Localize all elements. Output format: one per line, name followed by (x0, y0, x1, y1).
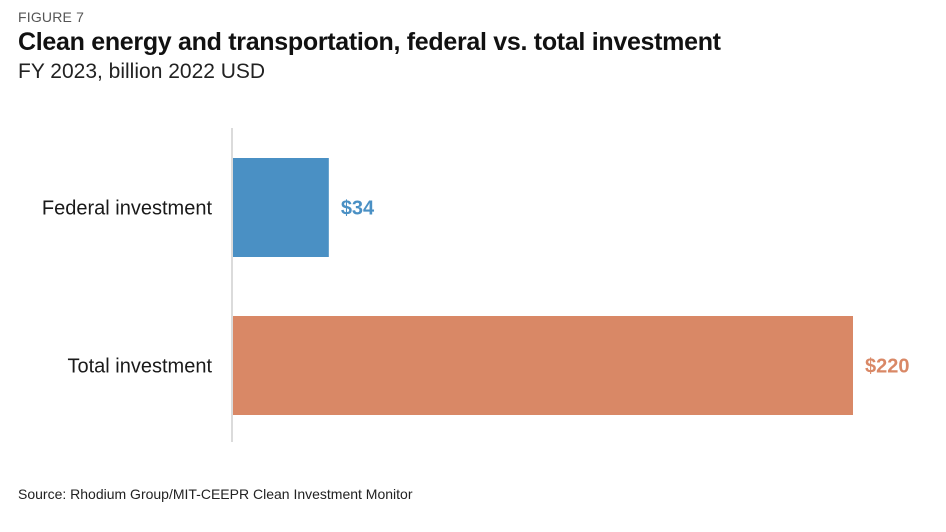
bar-federal-investment (233, 158, 329, 257)
value-label: $220 (865, 356, 910, 378)
bars-group: Federal investment $34 Total investment $22… (42, 158, 910, 415)
chart-title: Clean energy and transportation, federal… (18, 28, 721, 56)
chart-subtitle: FY 2023, billion 2022 USD (18, 60, 266, 83)
category-label: Total investment (67, 356, 212, 378)
category-label: Federal investment (42, 198, 213, 220)
source-note: Source: Rhodium Group/MIT-CEEPR Clean In… (18, 486, 413, 502)
bar-total-investment (233, 316, 853, 415)
figure-label: FIGURE 7 (18, 9, 85, 25)
value-label: $34 (341, 198, 375, 220)
